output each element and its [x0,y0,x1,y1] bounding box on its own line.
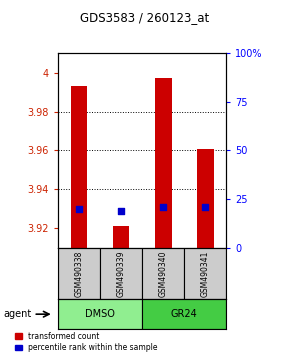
Point [119,208,124,214]
Bar [58,248,100,299]
Text: GDS3583 / 260123_at: GDS3583 / 260123_at [80,11,210,24]
Bar [58,299,142,329]
Point [203,204,208,210]
Bar [142,299,226,329]
Text: GSM490340: GSM490340 [159,250,168,297]
Bar [100,248,142,299]
Text: GR24: GR24 [171,309,197,319]
Bar [197,149,213,248]
Bar [71,86,88,248]
Text: DMSO: DMSO [85,309,115,319]
Point [77,206,81,212]
Bar [142,248,184,299]
Legend: transformed count, percentile rank within the sample: transformed count, percentile rank withi… [15,332,157,352]
Bar [184,248,226,299]
Point [161,204,165,210]
Bar [113,227,130,248]
Text: GSM490338: GSM490338 [75,250,84,297]
Text: GSM490341: GSM490341 [201,250,210,297]
Bar [155,79,172,248]
Text: GSM490339: GSM490339 [117,250,126,297]
Text: agent: agent [3,309,31,319]
